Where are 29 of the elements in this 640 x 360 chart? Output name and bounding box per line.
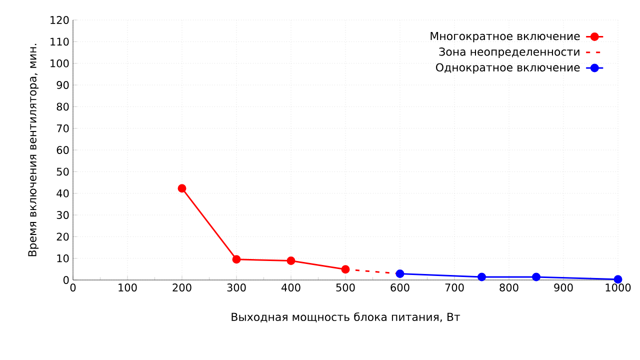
x-tick-label: 600 <box>390 284 410 292</box>
y-tick-label: 10 <box>57 254 69 262</box>
y-tick-label: 50 <box>56 168 69 176</box>
y-tick-label: 80 <box>56 102 69 111</box>
x-tick-label: 900 <box>554 284 573 292</box>
x-tick-label: 300 <box>227 284 246 292</box>
x-tick-label: 1000 <box>606 284 631 292</box>
y-tick-label: 30 <box>56 211 69 219</box>
y-tick-label: 60 <box>56 146 69 154</box>
y-tick-label: 110 <box>50 38 69 46</box>
y-tick-label: 70 <box>56 124 69 132</box>
legend-label: Многократное включение <box>430 32 580 42</box>
x-tick-label: 200 <box>172 284 192 292</box>
x-axis-title: Выходная мощность блока питания, Вт <box>232 312 460 322</box>
x-tick-label: 400 <box>282 284 300 292</box>
y-tick-label: 120 <box>50 16 69 24</box>
y-tick-label: 20 <box>56 232 69 241</box>
legend-label: Однократное включение <box>436 63 580 74</box>
y-axis-title: Время включения вентилятора, мин. <box>28 44 39 256</box>
legend-label: Зона неопределенности <box>439 48 580 58</box>
y-tick-label: 90 <box>56 81 69 89</box>
x-tick-label: 800 <box>500 284 518 292</box>
x-tick-label: 700 <box>445 284 464 292</box>
y-tick-label: 100 <box>50 59 69 68</box>
x-tick-label: 500 <box>336 284 355 292</box>
y-tick-label: 0 <box>63 276 69 284</box>
x-tick-label: 100 <box>118 284 137 292</box>
y-tick-label: 40 <box>56 189 69 198</box>
x-tick-label: 0 <box>70 284 76 292</box>
